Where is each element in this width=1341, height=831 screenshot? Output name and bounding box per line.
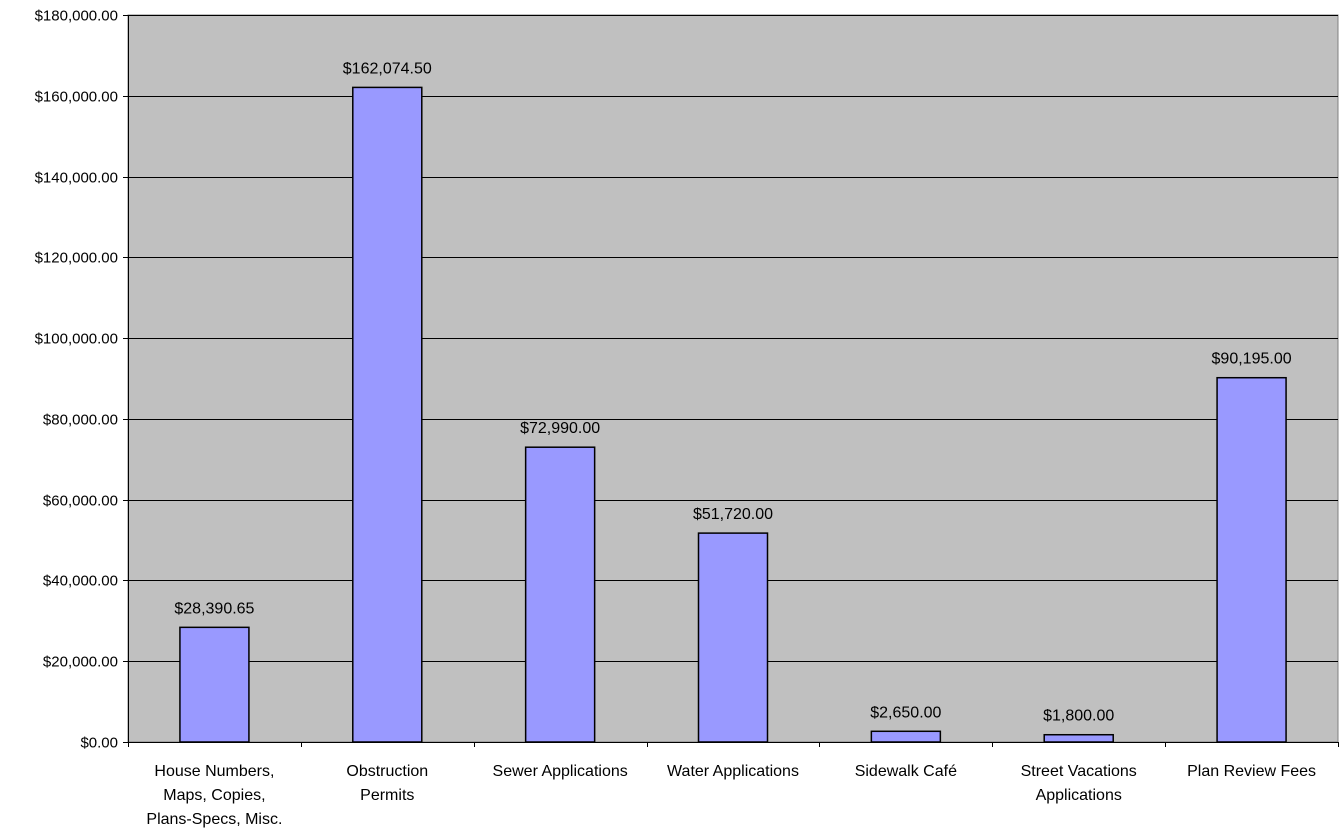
data-label: $28,390.65 [174, 600, 254, 617]
y-tick-label: $0.00 [80, 735, 118, 752]
category-label: Sewer Applications [493, 763, 628, 780]
y-tick-label: $100,000.00 [35, 331, 118, 348]
bars [179, 86, 1287, 743]
y-tick-label: $180,000.00 [35, 8, 118, 25]
bar [524, 446, 596, 743]
category-label: Street Vacations Applications [1021, 763, 1137, 804]
category-label: Plan Review Fees [1187, 763, 1316, 780]
data-label: $90,195.00 [1212, 351, 1292, 368]
category-labels: House Numbers, Maps, Copies, Plans-Specs, … [146, 763, 1316, 828]
bar [697, 532, 769, 743]
y-axis-ticks: $0.00 $20,000.00 $40,000.00 $60,000.00 $80,0… [35, 8, 128, 752]
gridlines [128, 15, 1338, 662]
bar [870, 730, 942, 743]
data-label: $51,720.00 [693, 506, 773, 523]
bar [1043, 733, 1114, 743]
y-tick-label: $40,000.00 [43, 573, 118, 590]
data-label: $162,074.50 [343, 60, 432, 77]
data-labels: $28,390.65 $162,074.50 $72,990.00 $51,720.0… [174, 60, 1291, 724]
data-label: $2,650.00 [870, 704, 941, 721]
bar [352, 86, 423, 743]
y-tick-label: $20,000.00 [43, 654, 118, 671]
data-label: $72,990.00 [520, 420, 600, 437]
y-tick-label: $120,000.00 [35, 250, 118, 267]
y-tick-label: $140,000.00 [35, 170, 118, 187]
data-label: $1,800.00 [1043, 708, 1114, 725]
bar [179, 626, 250, 743]
category-label: Sidewalk Café [855, 763, 957, 780]
category-label: Obstruction Permits [346, 763, 428, 804]
category-label: Water Applications [667, 763, 799, 780]
bar [1216, 376, 1287, 743]
y-tick-label: $80,000.00 [43, 412, 118, 429]
y-tick-label: $60,000.00 [43, 493, 118, 510]
y-tick-label: $160,000.00 [35, 89, 118, 106]
category-label: House Numbers, Maps, Copies, Plans-Specs, … [146, 763, 282, 828]
